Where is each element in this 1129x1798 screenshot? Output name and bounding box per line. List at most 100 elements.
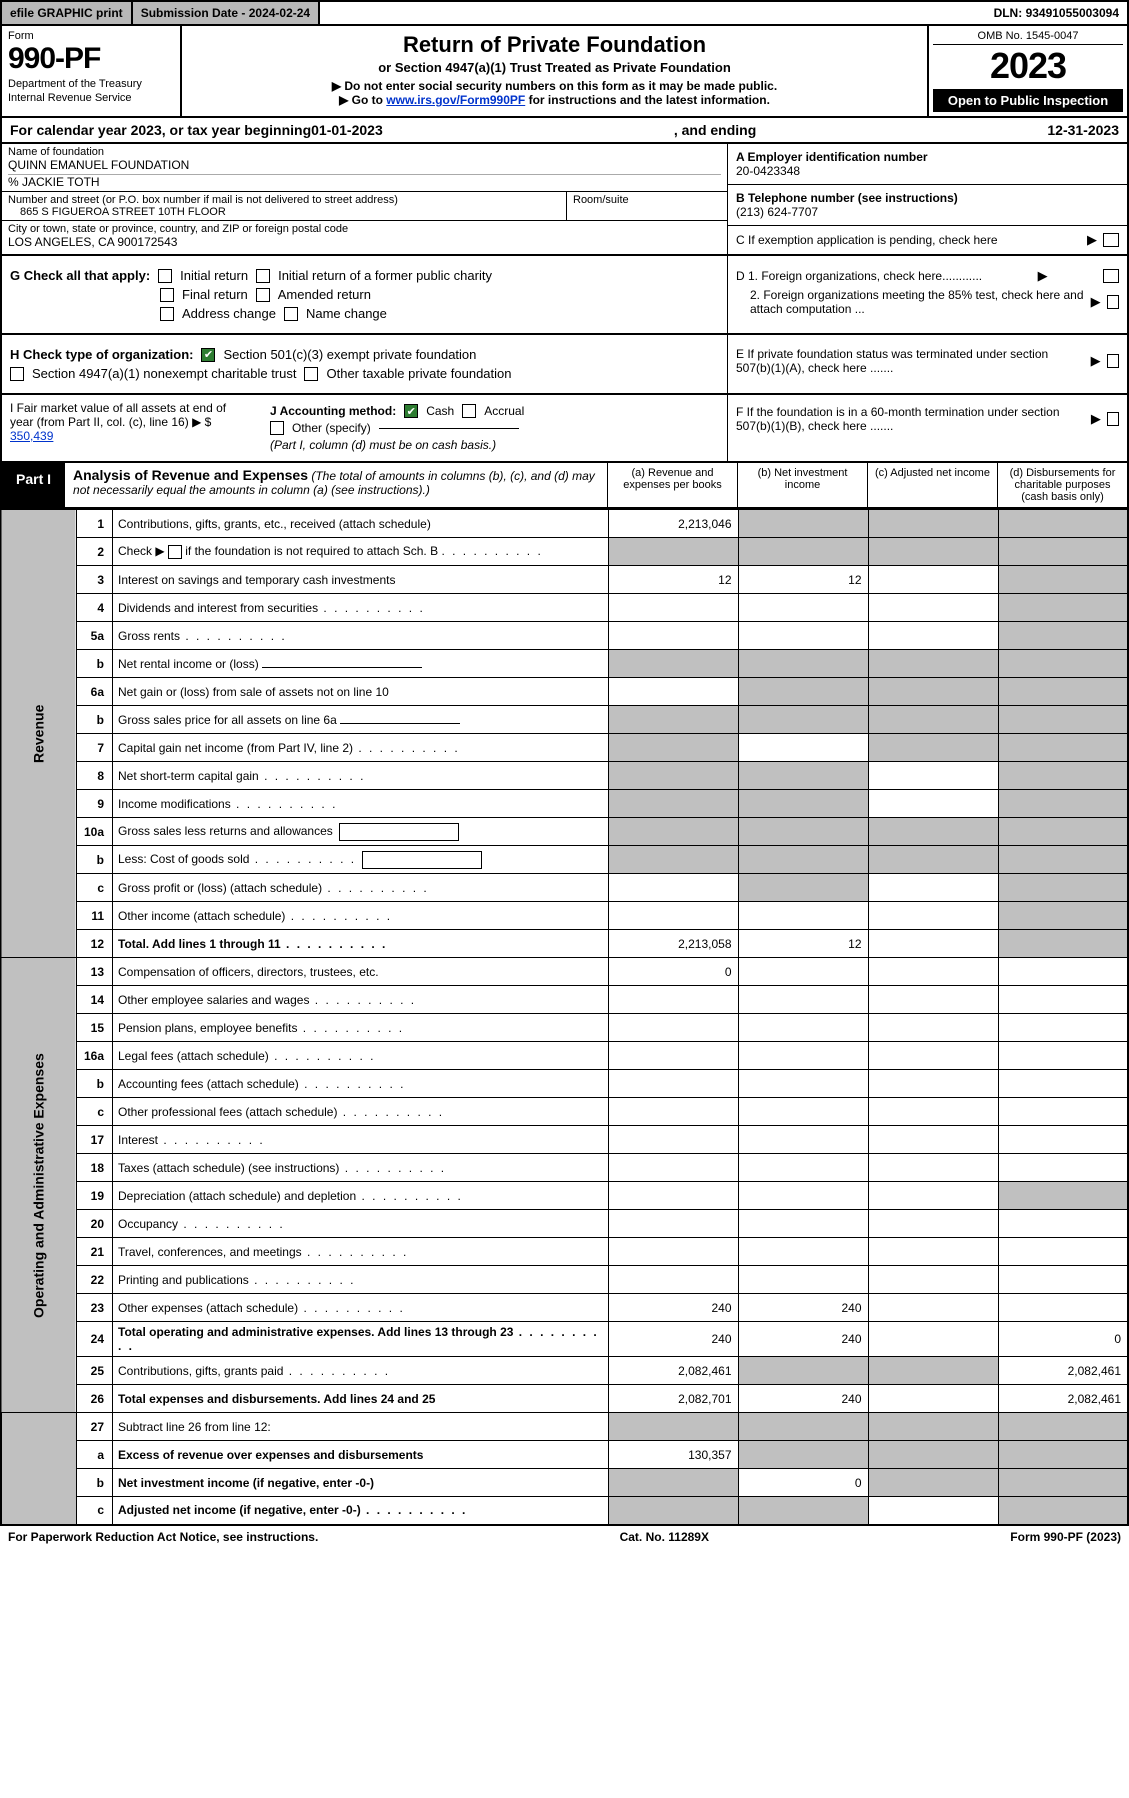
table-row: 14Other employee salaries and wages <box>1 986 1128 1014</box>
checkbox-amended[interactable] <box>256 288 270 302</box>
cell-b <box>738 874 868 902</box>
cell-d <box>998 1266 1128 1294</box>
table-row: cAdjusted net income (if negative, enter… <box>1 1497 1128 1525</box>
pending-checkbox[interactable] <box>1103 233 1119 247</box>
j-other: Other (specify) <box>292 421 371 435</box>
cell-a <box>608 734 738 762</box>
h-opt2: Section 4947(a)(1) nonexempt charitable … <box>32 366 296 381</box>
cell-b <box>738 1357 868 1385</box>
row-num: 18 <box>77 1154 113 1182</box>
row-desc: Total. Add lines 1 through 11 <box>113 930 609 958</box>
row-num: 27 <box>77 1413 113 1441</box>
cell-b <box>738 594 868 622</box>
cell-a <box>608 1210 738 1238</box>
cell-a <box>608 818 738 846</box>
cell-d: 2,082,461 <box>998 1357 1128 1385</box>
row-num: 15 <box>77 1014 113 1042</box>
cell-b <box>738 1266 868 1294</box>
pending-label: C If exemption application is pending, c… <box>736 233 1081 247</box>
checkbox-other-tax[interactable] <box>304 367 318 381</box>
h-e-section: H Check type of organization: Section 50… <box>0 335 1129 395</box>
row-desc: Total operating and administrative expen… <box>113 1322 609 1357</box>
row-num: b <box>77 650 113 678</box>
checkbox-4947[interactable] <box>10 367 24 381</box>
cell-a: 2,213,046 <box>608 510 738 538</box>
checkbox-final[interactable] <box>160 288 174 302</box>
cell-c <box>868 1413 998 1441</box>
row-desc: Taxes (attach schedule) (see instruction… <box>113 1154 609 1182</box>
checkbox-initial-public[interactable] <box>256 269 270 283</box>
cell-a <box>608 1098 738 1126</box>
dln: DLN: 93491055003094 <box>986 2 1127 24</box>
checkbox-other[interactable] <box>270 421 284 435</box>
cell-c <box>868 1042 998 1070</box>
checkbox-cash[interactable] <box>404 404 418 418</box>
table-row: b Gross sales price for all assets on li… <box>1 706 1128 734</box>
row-desc: Capital gain net income (from Part IV, l… <box>113 734 609 762</box>
fmv-value[interactable]: 350,439 <box>10 429 53 443</box>
cell-a <box>608 678 738 706</box>
cell-d <box>998 846 1128 874</box>
col-d-head: (d) Disbursements for charitable purpose… <box>997 463 1127 507</box>
col-a-head: (a) Revenue and expenses per books <box>607 463 737 507</box>
cell-b <box>738 678 868 706</box>
d2-checkbox[interactable] <box>1107 295 1119 309</box>
subdate-label: Submission Date - <box>141 6 249 20</box>
checkbox-addr-change[interactable] <box>160 307 174 321</box>
table-row: 17Interest <box>1 1126 1128 1154</box>
table-row: 24Total operating and administrative exp… <box>1 1322 1128 1357</box>
e-checkbox[interactable] <box>1107 354 1119 368</box>
table-row: 26Total expenses and disbursements. Add … <box>1 1385 1128 1413</box>
cell-c <box>868 1210 998 1238</box>
cell-d <box>998 566 1128 594</box>
cell-b <box>738 1210 868 1238</box>
cell-d <box>998 1126 1128 1154</box>
footer: For Paperwork Reduction Act Notice, see … <box>0 1526 1129 1548</box>
form-warning-1: ▶ Do not enter social security numbers o… <box>188 79 921 93</box>
form-subtitle: or Section 4947(a)(1) Trust Treated as P… <box>188 60 921 75</box>
row-num: 19 <box>77 1182 113 1210</box>
arrow-icon: ▶ <box>1087 232 1097 248</box>
dept-irs: Internal Revenue Service <box>8 92 174 104</box>
cell-a: 0 <box>608 958 738 986</box>
row-num: 16a <box>77 1042 113 1070</box>
cell-d <box>998 706 1128 734</box>
row-num: 3 <box>77 566 113 594</box>
pending-box: C If exemption application is pending, c… <box>728 226 1127 254</box>
row-desc: Excess of revenue over expenses and disb… <box>113 1441 609 1469</box>
table-row: b Less: Cost of goods sold <box>1 846 1128 874</box>
checkbox-sch-b[interactable] <box>168 545 182 559</box>
cell-d <box>998 650 1128 678</box>
cell-d <box>998 1014 1128 1042</box>
table-row: 9 Income modifications <box>1 790 1128 818</box>
f-checkbox[interactable] <box>1107 412 1119 426</box>
cell-d <box>998 622 1128 650</box>
checkbox-initial-return[interactable] <box>158 269 172 283</box>
cell-b <box>738 958 868 986</box>
row-desc: Net rental income or (loss) <box>113 650 609 678</box>
checkbox-accrual[interactable] <box>462 404 476 418</box>
cell-a <box>608 622 738 650</box>
checkbox-name-change[interactable] <box>284 307 298 321</box>
cell-a <box>608 1413 738 1441</box>
checkbox-501c3[interactable] <box>201 348 215 362</box>
tax-year: 2023 <box>933 45 1123 87</box>
cell-d <box>998 930 1128 958</box>
topbar-spacer <box>320 9 985 17</box>
cell-b <box>738 706 868 734</box>
irs-link[interactable]: www.irs.gov/Form990PF <box>386 93 525 107</box>
d1-checkbox[interactable] <box>1103 269 1119 283</box>
cell-a <box>608 1126 738 1154</box>
row-desc: Total expenses and disbursements. Add li… <box>113 1385 609 1413</box>
form-label: Form <box>8 30 174 42</box>
j-label: J Accounting method: <box>270 404 396 418</box>
cell-b <box>738 734 868 762</box>
room-box: Room/suite <box>567 192 727 220</box>
row-num: 10a <box>77 818 113 846</box>
row-desc: Check ▶ if the foundation is not require… <box>113 538 609 566</box>
form-header: Form 990-PF Department of the Treasury I… <box>0 26 1129 118</box>
room-label: Room/suite <box>573 194 721 206</box>
efile-label[interactable]: efile GRAPHIC print <box>2 2 133 24</box>
table-row: 2 Check ▶ if the foundation is not requi… <box>1 538 1128 566</box>
j-note: (Part I, column (d) must be on cash basi… <box>270 438 496 452</box>
